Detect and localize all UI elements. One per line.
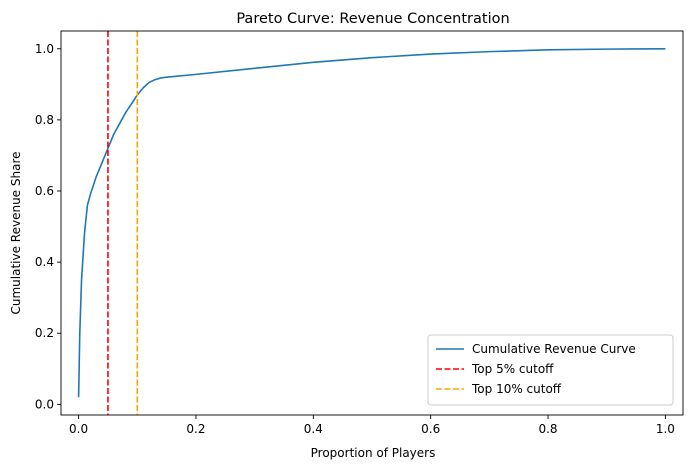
y-tick-label: 0.2 <box>35 326 54 340</box>
x-axis: 0.0 0.2 0.4 0.6 0.8 1.0 <box>69 415 675 436</box>
legend-label: Cumulative Revenue Curve <box>472 342 636 356</box>
legend-box <box>427 334 674 406</box>
legend: Cumulative Revenue Curve Top 5% cutoff Top… <box>427 334 674 406</box>
legend-label: Top 10% cutoff <box>471 382 562 396</box>
x-tick-label: 0.0 <box>69 422 88 436</box>
x-axis-label: Proportion of Players <box>311 446 436 460</box>
x-tick-label: 1.0 <box>656 422 675 436</box>
x-tick-label: 0.8 <box>538 422 557 436</box>
y-tick-label: 0.0 <box>35 397 54 411</box>
y-tick-label: 0.8 <box>35 113 54 127</box>
plot-area <box>60 30 684 416</box>
x-tick-label: 0.6 <box>421 422 440 436</box>
x-tick-label: 0.2 <box>186 422 205 436</box>
y-tick-label: 0.6 <box>35 184 54 198</box>
x-tick-label: 0.4 <box>304 422 323 436</box>
y-tick-label: 1.0 <box>35 42 54 56</box>
chart-title: Pareto Curve: Revenue Concentration <box>236 11 509 27</box>
y-axis: 0.0 0.2 0.4 0.6 0.8 1.0 <box>35 42 61 411</box>
legend-label: Top 5% cutoff <box>471 362 554 376</box>
series-line-cumulative-revenue <box>77 47 666 398</box>
y-axis-label: Cumulative Revenue Share <box>9 151 23 314</box>
y-tick-label: 0.4 <box>35 255 54 269</box>
